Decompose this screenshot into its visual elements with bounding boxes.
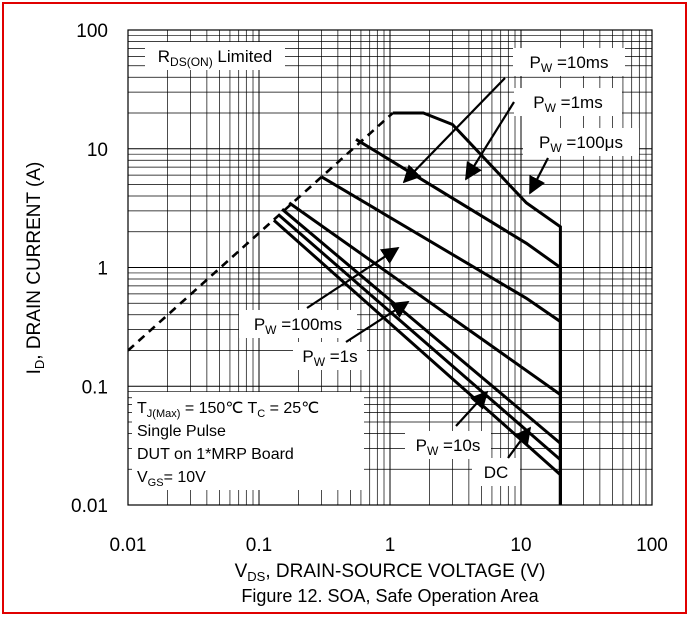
series-label-bg [293, 342, 367, 370]
y-tick-label: 1 [97, 259, 108, 280]
series-label: PW =1s [302, 347, 357, 369]
y-tick-label: 100 [76, 21, 108, 42]
plot-border [127, 29, 653, 506]
series-label: PW =10ms [530, 53, 609, 75]
series-arrow [465, 101, 515, 181]
series-label-bg [523, 128, 639, 156]
series-arrow [345, 301, 410, 343]
y-axis-title: ID, DRAIN CURRENT (A) [24, 162, 47, 375]
condition-line: Single Pulse [137, 423, 226, 440]
x-axis-title: VDS, DRAIN-SOURCE VOLTAGE (V) [235, 561, 546, 584]
x-tick-label: 0.01 [110, 535, 147, 556]
x-tick-label: 10 [510, 535, 531, 556]
series-arrow [306, 247, 400, 309]
series-arrow [529, 157, 549, 195]
series-label: PW =1ms [533, 93, 602, 115]
x-tick-label: 100 [636, 535, 668, 556]
condition-line: TJ(Max) = 150℃ TC = 25℃ [137, 400, 319, 420]
rds-limit-label-bg [145, 42, 285, 70]
rds-limit-line [128, 112, 394, 352]
series-line [277, 213, 562, 461]
condition-line: DUT on 1*MRP Board [137, 446, 294, 463]
x-tick-label: 1 [385, 535, 396, 556]
series-arrow [455, 390, 489, 427]
series-label: PW =100μs [539, 133, 623, 155]
axis-titles: VDS, DRAIN-SOURCE VOLTAGE (V) ID, DRAIN C… [24, 162, 545, 606]
figure-caption: Figure 12. SOA, Safe Operation Area [241, 586, 539, 606]
series-label: PW =10s [416, 436, 481, 458]
series-label-bg [472, 458, 520, 486]
axis-ticks: 0.01 0.1 1 10 100 100 10 1 0.1 0.01 [71, 21, 668, 556]
series-labels: RDS(ON) Limited PW =100μs PW =1ms PW =10ms P… [132, 42, 639, 490]
series-arrow [507, 426, 532, 459]
y-tick-label: 0.01 [71, 496, 108, 517]
series-arrow [402, 77, 506, 184]
series-lines [128, 111, 562, 505]
conditions-bg [132, 392, 364, 490]
series-label: DC [484, 463, 509, 482]
y-tick-label: 0.1 [82, 377, 108, 398]
x-tick-label: 0.1 [246, 535, 272, 556]
rds-limit-label: RDS(ON) Limited [158, 47, 272, 69]
series-label-bg [514, 88, 622, 116]
y-tick-label: 10 [87, 140, 108, 161]
series-line [281, 208, 562, 445]
series-line [288, 201, 562, 396]
series-line [272, 219, 562, 476]
condition-line: VGS= 10V [137, 469, 206, 489]
series-label-bg [405, 431, 491, 459]
series-label: PW =100ms [254, 315, 342, 337]
series-label-bg [513, 48, 625, 76]
series-line [320, 175, 562, 505]
figure-frame [2, 2, 687, 614]
series-label-bg [239, 310, 357, 338]
